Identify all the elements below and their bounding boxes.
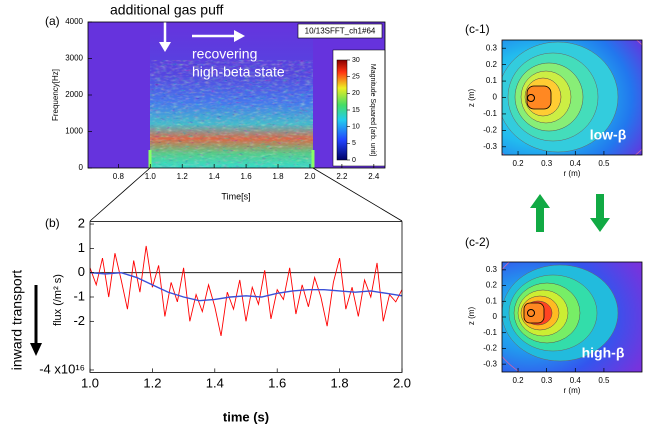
x-tick-label: 2.4 [368, 172, 380, 181]
colorbar-tick-label: 25 [352, 74, 360, 81]
x-tick-label: 1.0 [81, 375, 99, 390]
colorbar-tick-label: 20 [352, 90, 360, 97]
x-tick-label: 2.0 [304, 172, 316, 181]
x-tick-label: 0.3 [541, 159, 553, 168]
contour-image [502, 262, 642, 372]
x-tick-label: 1.0 [145, 172, 157, 181]
arrow-head [30, 343, 42, 356]
y-tick-label: 0 [78, 264, 85, 279]
y-tick-label: 0.1 [486, 76, 498, 85]
x-tick-label: 1.6 [268, 375, 286, 390]
shot-label: 10/13SFFT_ch1#64 [305, 27, 376, 36]
axis-marker [527, 94, 535, 102]
panel-label: (b) [45, 216, 60, 230]
x-tick-label: 2.2 [336, 172, 348, 181]
y-tick-label: 0 [79, 163, 84, 172]
zoom-line [312, 167, 403, 222]
y-tick-label: 3000 [65, 54, 83, 63]
colorbar-tick-label: 0 [352, 157, 356, 164]
axis-marker [527, 309, 535, 317]
spectrogram-noise [150, 60, 313, 168]
x-tick-label: 2.0 [393, 375, 411, 390]
colorbar [336, 59, 348, 161]
x-tick-label: 0.5 [598, 159, 610, 168]
y-tick-label: -4 x10¹⁶ [39, 361, 85, 376]
colorbar-label: Magnitude Squared [arb. unit] [369, 64, 376, 156]
x-axis-label: r (m) [564, 169, 581, 178]
colorbar-tick-label: 30 [352, 57, 360, 64]
x-tick-label: 1.2 [177, 172, 189, 181]
colorbar-tick-label: 10 [352, 124, 360, 131]
colorbar-tick-label: 5 [352, 140, 356, 147]
y-tick-label: -0.3 [483, 359, 497, 368]
x-axis-label: time (s) [223, 409, 269, 424]
contour-image [502, 40, 642, 155]
panel-label: (a) [45, 14, 60, 28]
x-tick-label: 0.3 [541, 376, 553, 385]
arrow-head [234, 30, 245, 42]
x-tick-label: 0.2 [512, 159, 524, 168]
x-tick-label: 1.4 [206, 375, 224, 390]
y-tick-label: 0.2 [486, 60, 498, 69]
y-tick-label: 2 [78, 215, 85, 230]
panel-label: (c-1) [465, 22, 490, 36]
x-tick-label: 0.4 [570, 376, 582, 385]
y-tick-label: 0 [493, 93, 498, 102]
y-tick-label: 1 [78, 240, 85, 255]
shot-box [297, 23, 383, 39]
annotation: recovering [192, 46, 257, 62]
x-tick-label: 1.8 [272, 172, 284, 181]
x-tick-label: 1.6 [241, 172, 253, 181]
x-tick-label: 0.8 [113, 172, 125, 181]
y-tick-label: -0.2 [483, 125, 497, 134]
panel-label: (c-2) [465, 235, 490, 249]
annotation: additional gas puff [110, 2, 223, 18]
plot-label: high-β [582, 345, 625, 361]
y-axis-label: flux (/m² s) [52, 274, 64, 326]
colorbar-tick-label: 15 [352, 107, 360, 114]
arrow-head [159, 42, 171, 52]
y-tick-label: -0.3 [483, 142, 497, 151]
core [526, 85, 552, 110]
y-tick-label: 4000 [65, 17, 83, 26]
y-axis-label: Frequency[Hz] [51, 69, 60, 121]
x-tick-label: 1.4 [209, 172, 221, 181]
x-tick-label: 0.4 [570, 159, 582, 168]
y-axis-label: z (m) [467, 89, 476, 108]
y-tick-label: 2000 [65, 90, 83, 99]
arrow-up [530, 194, 550, 232]
zoom-line [89, 167, 151, 222]
series-line [89, 245, 403, 337]
y-tick-label: -0.1 [483, 328, 497, 337]
y-tick-label: -0.1 [483, 109, 497, 118]
series-line [89, 271, 403, 302]
plot-label: low-β [590, 127, 627, 143]
y-tick-label: -1 [73, 288, 85, 303]
x-tick-label: 0.5 [598, 376, 610, 385]
plot-frame [89, 221, 403, 373]
y-tick-label: -0.2 [483, 344, 497, 353]
y-tick-label: 1000 [65, 127, 83, 136]
y-tick-label: 0.1 [486, 296, 498, 305]
arrow-down [590, 194, 610, 232]
x-axis-label: Time[s] [221, 191, 250, 201]
y-axis-label: z (m) [467, 307, 476, 326]
x-tick-label: 1.2 [143, 375, 161, 390]
x-tick-label: 0.2 [512, 376, 524, 385]
annotation: inward transport [9, 270, 25, 370]
x-axis-label: r (m) [564, 386, 581, 395]
y-tick-label: 0.2 [486, 281, 498, 290]
x-tick-label: 1.8 [331, 375, 349, 390]
y-tick-label: 0 [493, 312, 498, 321]
y-tick-label: 0.3 [486, 43, 498, 52]
annotation: high-beta state [192, 64, 285, 80]
y-tick-label: -2 [73, 313, 85, 328]
y-tick-label: 0.3 [486, 265, 498, 274]
